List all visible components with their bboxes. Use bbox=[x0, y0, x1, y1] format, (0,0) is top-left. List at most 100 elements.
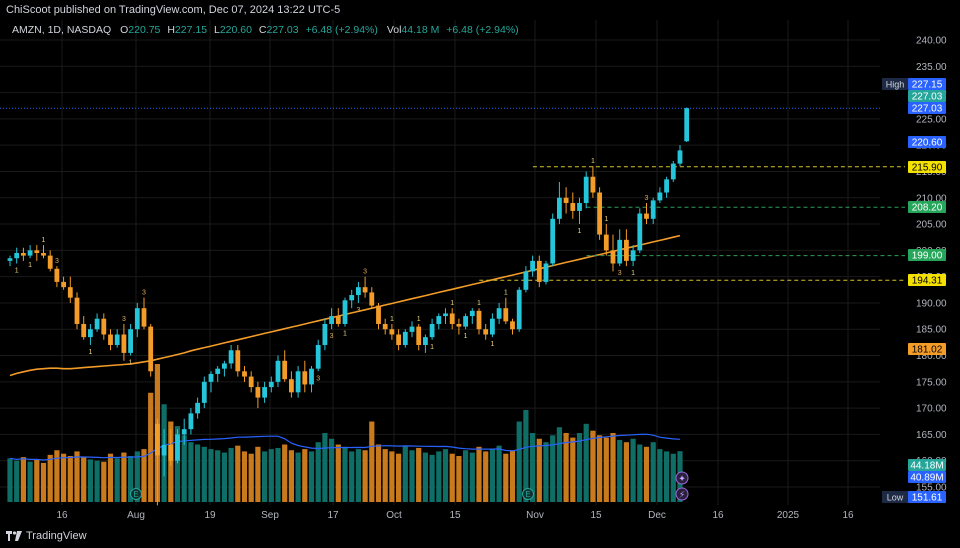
candle-body bbox=[644, 213, 649, 219]
candle-body bbox=[302, 371, 308, 385]
candle-annotation: 1 bbox=[490, 341, 494, 348]
candle-body bbox=[342, 300, 348, 324]
price-tick-label: 190.00 bbox=[916, 298, 947, 309]
volume-bar bbox=[583, 423, 589, 502]
candle-body bbox=[168, 444, 174, 461]
time-axis: 16 Aug 19 Sep 17 Oct 15 Nov 15 Dec 16 2025 16 bbox=[56, 510, 854, 521]
candle-body bbox=[255, 387, 261, 398]
time-tick-label: 16 bbox=[56, 510, 68, 521]
candle-body bbox=[329, 316, 334, 324]
close-value: 227.03 bbox=[266, 24, 299, 36]
volume-bar bbox=[27, 461, 33, 502]
candle-body bbox=[81, 323, 87, 338]
candle-body bbox=[657, 192, 663, 201]
volume-bar bbox=[268, 449, 274, 502]
candle-body bbox=[54, 268, 60, 282]
volume-bar bbox=[20, 457, 26, 502]
candle-body bbox=[610, 250, 616, 264]
volume-bar bbox=[530, 433, 536, 502]
icon-glyph: ⚡ bbox=[679, 491, 685, 501]
candle-body bbox=[483, 329, 489, 335]
candle-body bbox=[34, 250, 40, 253]
price-label-bg bbox=[908, 471, 946, 483]
volume-bar bbox=[590, 430, 596, 502]
candle-annotation: 1 bbox=[631, 270, 635, 277]
candle-body bbox=[630, 250, 636, 261]
candle-body bbox=[134, 308, 140, 330]
earnings-glyph: E bbox=[525, 490, 530, 499]
price-label-text: 199.00 bbox=[912, 251, 943, 262]
candle-body bbox=[228, 350, 234, 364]
volume-bar bbox=[429, 454, 435, 502]
candle-annotation: 1 bbox=[417, 316, 421, 323]
candle-annotation: 1 bbox=[604, 216, 608, 223]
candle-body bbox=[396, 334, 401, 346]
volume-bar bbox=[335, 444, 341, 502]
candle-annotation: 1 bbox=[504, 290, 508, 297]
price-label-bg bbox=[908, 102, 946, 114]
volume-bar bbox=[610, 433, 616, 502]
volume-bar bbox=[436, 451, 442, 502]
candle-body bbox=[376, 305, 381, 324]
candle-body bbox=[268, 381, 274, 388]
publish-header: ChiScoot published on TradingView.com, D… bbox=[0, 0, 960, 20]
volume-bar bbox=[201, 446, 207, 502]
tradingview-logo[interactable]: TradingView bbox=[6, 530, 87, 542]
candle-body bbox=[67, 287, 73, 298]
earnings-icon bbox=[522, 488, 534, 500]
candle-annotation: 1 bbox=[88, 349, 92, 356]
candle-body bbox=[208, 373, 214, 382]
price-label-bg bbox=[908, 343, 946, 355]
candle-body bbox=[275, 360, 281, 382]
volume-bar bbox=[523, 410, 529, 502]
time-tick-label: 16 bbox=[712, 510, 724, 521]
candle-body bbox=[624, 239, 629, 261]
volume-bar bbox=[181, 435, 187, 502]
candle-body bbox=[563, 197, 569, 204]
volume-bar bbox=[329, 438, 335, 502]
candle-body bbox=[362, 287, 368, 293]
volume-bar bbox=[563, 433, 569, 502]
volume-bar bbox=[349, 451, 355, 502]
candle-body bbox=[88, 329, 93, 338]
volume-bar bbox=[516, 421, 522, 502]
ohlc-legend: AMZN, 1D, NASDAQ O220.75 H227.15 L220.60… bbox=[12, 24, 519, 36]
vol-label: Vol bbox=[386, 24, 402, 36]
candle-body bbox=[469, 310, 475, 317]
candle-body bbox=[295, 371, 301, 393]
volume-bar bbox=[262, 451, 268, 502]
volume-bar bbox=[637, 444, 643, 502]
price-tick-label: 155.00 bbox=[916, 483, 947, 494]
candle-annotation: 1 bbox=[28, 262, 32, 269]
candle-annotation: 1 bbox=[42, 237, 46, 244]
volume-bar bbox=[34, 459, 40, 502]
icon-glyph: ✦ bbox=[678, 475, 686, 485]
candle-body bbox=[155, 423, 160, 456]
candle-body bbox=[41, 252, 46, 256]
time-tick-label: Nov bbox=[526, 510, 544, 521]
volume-bar bbox=[570, 437, 576, 502]
candle-body bbox=[650, 200, 656, 219]
publish-info: ChiScoot published on TradingView.com, D… bbox=[6, 4, 341, 16]
price-tag-bg bbox=[882, 78, 908, 90]
price-label-text: 220.60 bbox=[912, 138, 943, 149]
price-label-bg bbox=[908, 161, 946, 173]
volume-bar bbox=[174, 426, 181, 502]
volume-bar bbox=[362, 450, 368, 502]
volume-bar bbox=[248, 453, 254, 502]
candle-body bbox=[161, 444, 167, 456]
candle-body bbox=[496, 308, 502, 319]
price-label-bg bbox=[908, 90, 946, 102]
candle-annotations: 1 1 1 3 1 3 1 3 3 3 1 3 3 1 1 1 1 1 1 1 1 1 1 1 3 1 3 bbox=[15, 158, 649, 382]
candle-body bbox=[590, 176, 596, 193]
volume-bar bbox=[148, 392, 154, 502]
candle-body bbox=[617, 239, 623, 264]
candle-body bbox=[121, 334, 127, 353]
candle-annotation: 3 bbox=[645, 195, 649, 202]
candle-body bbox=[583, 176, 589, 204]
price-label-text: 181.02 bbox=[912, 345, 943, 356]
candle-body bbox=[449, 313, 455, 324]
volume-bar bbox=[315, 442, 321, 502]
volume-bar bbox=[556, 427, 562, 502]
